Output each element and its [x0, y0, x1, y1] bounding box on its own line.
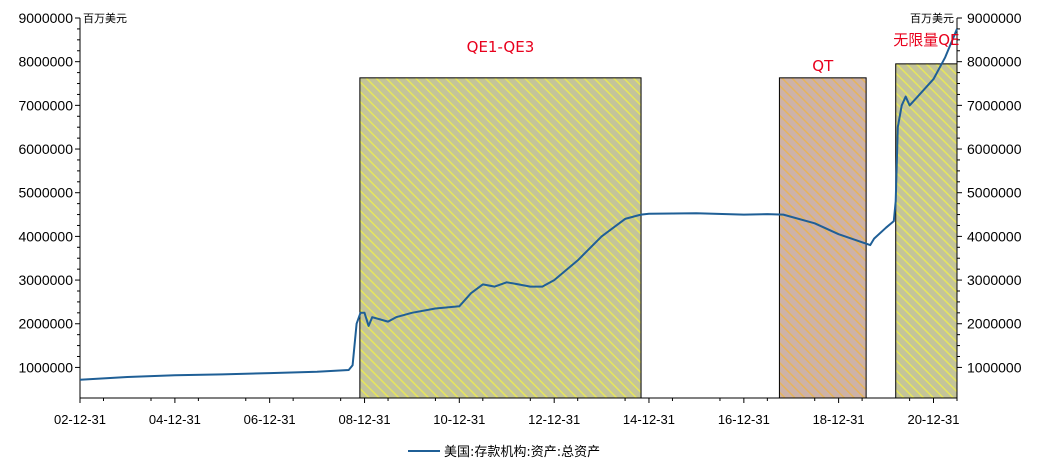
y-tick-label-right: 3000000 — [967, 272, 1022, 288]
x-ticks: 02-12-31 04-12-31 06-12-31 08-12-31 10-12-31… — [54, 398, 960, 427]
x-tick-label: 10-12-31 — [433, 412, 485, 427]
y-tick-label-right: 7000000 — [967, 97, 1022, 113]
y-tick-label-left: 3000000 — [18, 272, 73, 288]
y-tick-label-left: 7000000 — [18, 97, 73, 113]
y-tick-label-right: 9000000 — [967, 10, 1022, 26]
right-unit-label: 百万美元 — [910, 12, 954, 25]
y-tick-label-left: 9000000 — [18, 10, 73, 26]
series-line-0 — [79, 28, 958, 381]
x-tick-label: 16-12-31 — [718, 412, 770, 427]
x-tick-label: 08-12-31 — [339, 412, 391, 427]
shaded-regions — [359, 63, 958, 399]
x-tick-label: 18-12-31 — [813, 412, 865, 427]
y-tick-label-left: 4000000 — [18, 228, 73, 244]
y-tick-label-right: 4000000 — [967, 228, 1022, 244]
region-label-2: 无限量QE — [893, 31, 959, 49]
x-tick-label: 14-12-31 — [623, 412, 675, 427]
y-tick-label-right: 2000000 — [967, 316, 1022, 332]
shaded-region-0 — [359, 77, 642, 399]
y-tick-label-right: 6000000 — [967, 141, 1022, 157]
x-tick-label: 12-12-31 — [528, 412, 580, 427]
x-tick-label: 06-12-31 — [244, 412, 296, 427]
legend: 美国:存款机构:资产:总资产 — [408, 445, 600, 460]
y-tick-label-right: 1000000 — [967, 359, 1022, 375]
series-layer — [79, 28, 958, 381]
region-label-0: QE1-QE3 — [467, 38, 535, 56]
legend-label: 美国:存款机构:资产:总资产 — [444, 445, 600, 460]
region-labels: QE1-QE3 QT 无限量QE — [467, 31, 960, 75]
region-label-1: QT — [812, 57, 834, 75]
y-tick-label-left: 2000000 — [18, 316, 73, 332]
y-tick-label-right: 8000000 — [967, 54, 1022, 70]
y-tick-label-left: 8000000 — [18, 54, 73, 70]
x-tick-label: 20-12-31 — [907, 412, 959, 427]
shaded-region-1 — [778, 77, 867, 399]
x-tick-label: 04-12-31 — [149, 412, 201, 427]
y-tick-label-right: 5000000 — [967, 185, 1022, 201]
left-unit-label: 百万美元 — [83, 12, 127, 25]
x-tick-label: 02-12-31 — [54, 412, 106, 427]
y-tick-label-left: 1000000 — [18, 359, 73, 375]
shaded-region-2 — [895, 63, 958, 399]
y-tick-label-left: 5000000 — [18, 185, 73, 201]
y-tick-label-left: 6000000 — [18, 141, 73, 157]
y-ticks: 1000000 1000000 2000000 2000000 3000000 30000… — [18, 10, 1021, 375]
